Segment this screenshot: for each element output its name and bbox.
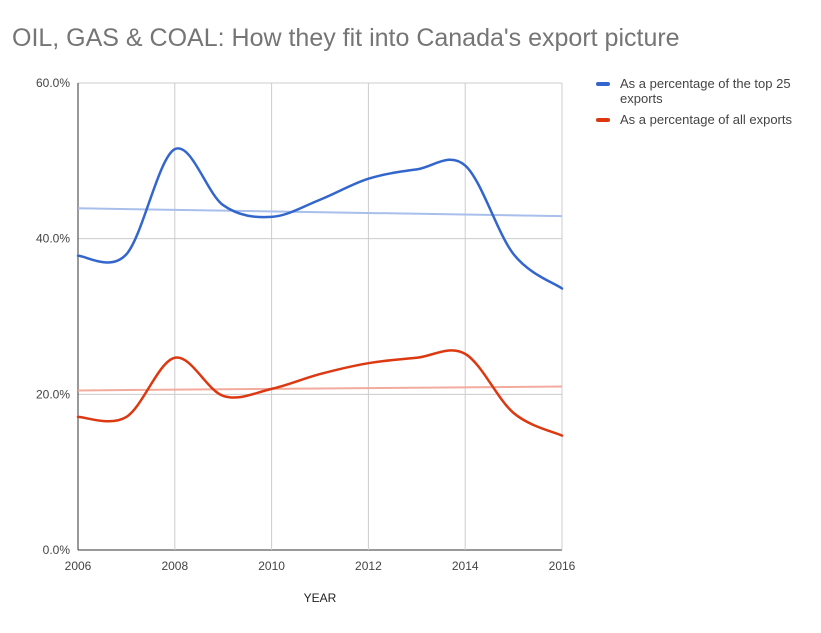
trendline-0 — [77, 207, 563, 218]
y-tick-label: 20.0% — [36, 387, 70, 401]
y-tick-label: 60.0% — [36, 76, 70, 90]
y-axis-ticks: 0.0% 20.0% 40.0% 60.0% — [36, 76, 70, 557]
y-tick-label: 0.0% — [43, 543, 71, 557]
chart-title: OIL, GAS & COAL: How they fit into Canad… — [12, 24, 680, 52]
legend-swatch-all — [596, 118, 610, 122]
series-lines — [76, 147, 564, 437]
grid — [77, 82, 563, 551]
x-tick-label: 2010 — [258, 559, 285, 573]
series-line-1[interactable] — [76, 349, 564, 437]
x-axis-ticks: 2006 2008 2010 2012 2014 2016 — [65, 559, 576, 573]
trendline-1 — [77, 385, 563, 392]
x-tick-label: 2012 — [355, 559, 382, 573]
legend: As a percentage of the top 25 exports As… — [596, 76, 811, 133]
legend-item-all[interactable]: As a percentage of all exports — [596, 112, 811, 127]
legend-swatch-top25 — [596, 82, 610, 86]
x-tick-label: 2014 — [452, 559, 479, 573]
legend-item-top25[interactable]: As a percentage of the top 25 exports — [596, 76, 811, 106]
x-tick-label: 2008 — [161, 559, 188, 573]
series-line-0[interactable] — [76, 147, 564, 290]
x-axis-label: YEAR — [304, 591, 337, 605]
trendlines — [77, 207, 563, 392]
legend-label-all: As a percentage of all exports — [620, 112, 792, 127]
x-tick-label: 2016 — [549, 559, 576, 573]
x-tick-label: 2006 — [65, 559, 92, 573]
y-tick-label: 40.0% — [36, 232, 70, 246]
legend-label-top25: As a percentage of the top 25 exports — [620, 76, 791, 106]
